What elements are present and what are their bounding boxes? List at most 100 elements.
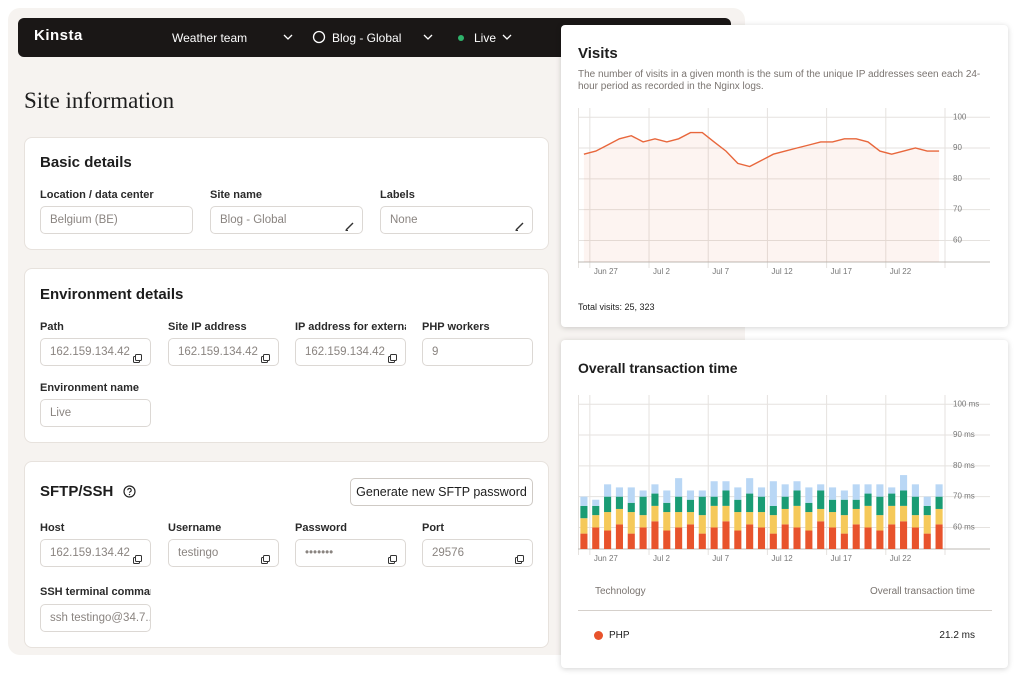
site-select[interactable]: Blog - Global	[332, 31, 402, 45]
bar-segment	[769, 515, 777, 534]
bar-segment	[757, 487, 766, 497]
bar-segment	[805, 502, 813, 513]
bar-segment	[805, 487, 813, 503]
bar-segment	[876, 496, 884, 516]
bar-segment	[840, 533, 848, 549]
bar-segment	[639, 527, 647, 549]
field-input[interactable]: testingo	[168, 539, 279, 567]
copy-icon[interactable]	[133, 555, 142, 564]
bar-segment	[900, 490, 908, 506]
field-input[interactable]: 29576	[422, 539, 533, 567]
field-label: Site IP address	[168, 321, 247, 333]
bar-segment	[864, 484, 872, 494]
x-tick-label: Jul 7	[712, 267, 729, 276]
bar-segment	[852, 508, 860, 525]
bar-segment	[888, 524, 896, 549]
icon[interactable]	[133, 548, 142, 566]
field-input[interactable]: 162.159.134.42	[295, 338, 406, 366]
y-tick-label: 80	[953, 174, 962, 183]
y-tick-label: 90 ms	[953, 430, 975, 439]
bar-segment	[686, 512, 695, 525]
bar-segment	[639, 515, 647, 528]
bar-segment	[734, 499, 742, 513]
bar-segment	[675, 496, 683, 513]
field-input[interactable]: ssh testingo@34.7...	[40, 604, 151, 632]
field-input[interactable]: 9	[422, 338, 533, 366]
bar-segment	[580, 496, 588, 506]
edit-icon[interactable]	[515, 222, 524, 231]
generate-button[interactable]: Generate new SFTP password	[350, 478, 533, 506]
bar-segment	[592, 505, 600, 516]
bar-segment	[840, 499, 848, 516]
field-input[interactable]: 162.159.134.42	[168, 338, 279, 366]
visits-card	[561, 25, 1008, 327]
bar-segment	[840, 490, 848, 500]
field-input[interactable]: None	[380, 206, 533, 234]
icon[interactable]	[515, 548, 524, 566]
chart-title: Overall transaction time	[578, 360, 738, 376]
y-tick-label: 100	[953, 112, 967, 121]
x-tick-label: Jul 17	[831, 554, 853, 563]
field-label: Environment name	[40, 382, 140, 394]
bar-segment	[580, 505, 588, 519]
field-label: Host	[40, 522, 65, 534]
bar-segment	[805, 512, 813, 531]
icon[interactable]	[133, 347, 142, 365]
icon[interactable]	[388, 347, 397, 365]
field-input[interactable]: •••••••	[295, 539, 406, 567]
bar-segment	[663, 490, 671, 503]
field-input[interactable]: Live	[40, 399, 151, 427]
y-tick-label: 60 ms	[953, 523, 975, 532]
field-label: Username	[168, 522, 222, 534]
bar-segment	[722, 521, 730, 549]
bar-segment	[663, 512, 671, 531]
copy-icon[interactable]	[388, 555, 397, 564]
bar-segment	[639, 496, 647, 516]
bar-segment	[746, 493, 754, 513]
field-input[interactable]: Blog - Global	[210, 206, 363, 234]
bar-segment	[864, 505, 872, 528]
copy-icon[interactable]	[133, 354, 142, 363]
bar-segment	[852, 499, 860, 509]
env-select[interactable]: Live	[474, 31, 497, 45]
bar-segment	[805, 530, 813, 549]
icon[interactable]	[388, 548, 397, 566]
bar-segment	[817, 508, 825, 522]
team-select[interactable]: Weather team	[172, 31, 248, 45]
field-input[interactable]: Belgium (BE)	[40, 206, 193, 234]
copy-icon[interactable]	[261, 555, 270, 564]
bar-segment	[852, 524, 860, 549]
field-input[interactable]: 162.159.134.42	[40, 338, 151, 366]
bar-segment	[769, 481, 777, 506]
logo[interactable]: Kinsta	[34, 27, 83, 44]
bar-segment	[615, 508, 623, 525]
area	[583, 132, 940, 262]
bar-segment	[627, 533, 635, 549]
icon[interactable]	[261, 548, 270, 566]
bar-segment	[580, 518, 588, 534]
bar-segment	[710, 496, 718, 506]
icon[interactable]	[345, 215, 354, 233]
bar-segment	[911, 484, 919, 497]
edit-icon[interactable]	[345, 222, 354, 231]
bar-segment	[900, 505, 908, 522]
bar-segment	[592, 527, 600, 549]
icon[interactable]	[515, 215, 524, 233]
bar-segment	[828, 487, 837, 500]
copy-icon[interactable]	[261, 354, 270, 363]
bar-segment	[698, 496, 706, 516]
help-icon[interactable]	[123, 485, 136, 498]
bar-segment	[781, 508, 789, 525]
field-input[interactable]: 162.159.134.42	[40, 539, 151, 567]
bar-segment	[793, 527, 801, 549]
bar-segment	[769, 505, 777, 516]
copy-icon[interactable]	[388, 354, 397, 363]
bar-segment	[686, 490, 695, 500]
bar-segment	[663, 502, 671, 513]
chart-subtitle: The number of visits in a given month is…	[578, 69, 981, 92]
icon[interactable]	[261, 347, 270, 365]
copy-icon[interactable]	[515, 555, 524, 564]
divider	[578, 610, 992, 611]
bar-segment	[604, 484, 612, 497]
